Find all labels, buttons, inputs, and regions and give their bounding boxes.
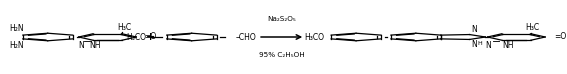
- Text: H₃C: H₃C: [525, 23, 539, 32]
- Text: H₂N: H₂N: [9, 24, 23, 33]
- Text: H₃CO: H₃CO: [304, 32, 324, 42]
- Text: N: N: [471, 25, 477, 34]
- Text: +: +: [146, 32, 155, 42]
- Text: NH: NH: [502, 41, 514, 50]
- Text: H₂N: H₂N: [9, 41, 23, 50]
- Text: H: H: [478, 41, 483, 46]
- Text: –CHO: –CHO: [235, 32, 256, 42]
- Text: H₃C: H₃C: [117, 23, 131, 32]
- Text: NH: NH: [89, 41, 100, 50]
- Text: 95% C₂H₅OH: 95% C₂H₅OH: [259, 52, 304, 57]
- Text: =O: =O: [554, 32, 566, 41]
- Text: N: N: [471, 40, 477, 49]
- Text: H₃CO: H₃CO: [126, 32, 146, 42]
- Text: N: N: [486, 41, 492, 50]
- Text: =O: =O: [145, 32, 157, 41]
- Text: N: N: [79, 41, 84, 50]
- Text: Na₂S₂O₅: Na₂S₂O₅: [267, 17, 296, 22]
